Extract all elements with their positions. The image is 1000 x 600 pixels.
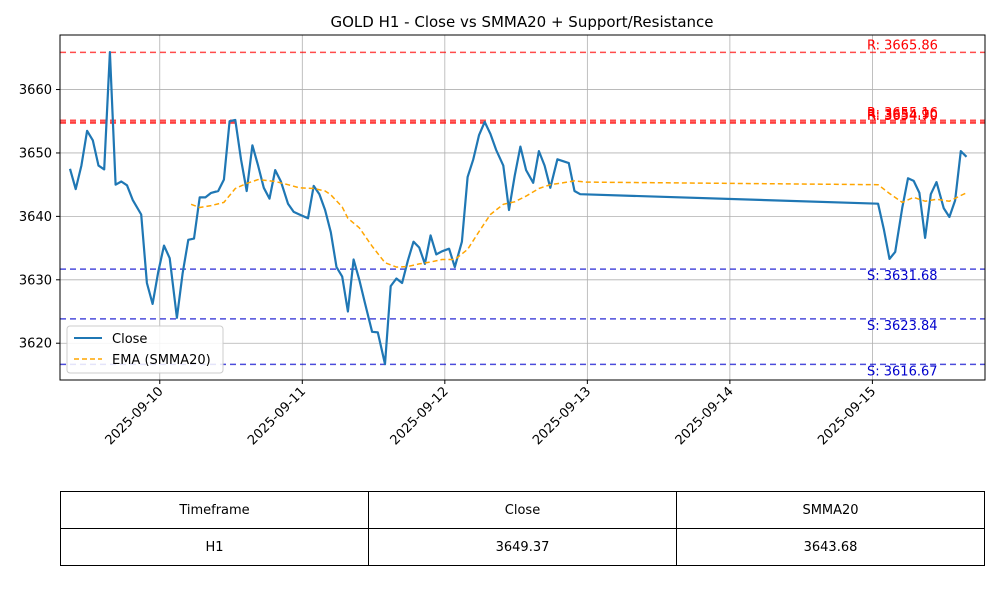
table-header-row: Timeframe Close SMMA20 xyxy=(60,491,985,529)
resistance-label: R: 3654.90 xyxy=(867,108,938,123)
table-header-cell: Close xyxy=(368,491,677,529)
support-label: S: 3623.84 xyxy=(867,319,938,334)
y-tick-label: 3660 xyxy=(19,83,52,98)
resistance-label: R: 3655.16 xyxy=(867,106,938,121)
table-row: H1 3649.37 3643.68 xyxy=(60,528,985,566)
x-tick-label: 2025-09-11 xyxy=(245,384,309,448)
y-axis: 3620 3630 3640 3650 3660 xyxy=(19,83,60,352)
support-label: S: 3616.67 xyxy=(867,364,938,379)
ema-series-line xyxy=(190,178,967,268)
y-tick-label: 3620 xyxy=(19,337,52,352)
legend-ema-label: EMA (SMMA20) xyxy=(112,353,211,368)
x-tick-label: 2025-09-15 xyxy=(815,384,879,448)
chart: GOLD H1 - Close vs SMMA20 + Support/Resi… xyxy=(19,13,986,448)
table-header-cell: SMMA20 xyxy=(676,491,985,529)
level-lines xyxy=(60,51,985,366)
support-label: S: 3631.68 xyxy=(867,269,938,284)
level-labels: R: 3665.86 R: 3655.16R: 3654.90R: 3654.70… xyxy=(867,38,938,379)
x-axis: 2025-09-10 2025-09-11 2025-09-12 2025-09-13… xyxy=(103,380,879,448)
table-cell: H1 xyxy=(60,528,369,566)
resistance-label: R: 3665.86 xyxy=(867,38,938,53)
table-cell: 3643.68 xyxy=(676,528,985,566)
x-tick-label: 2025-09-10 xyxy=(103,384,167,448)
x-tick-label: 2025-09-14 xyxy=(673,384,737,448)
y-tick-label: 3630 xyxy=(19,273,52,288)
x-tick-label: 2025-09-12 xyxy=(388,384,452,448)
plot-frame xyxy=(59,34,986,381)
close-series-line xyxy=(68,50,968,366)
y-tick-label: 3640 xyxy=(19,210,52,225)
y-tick-label: 3650 xyxy=(19,146,52,161)
chart-title: GOLD H1 - Close vs SMMA20 + Support/Resi… xyxy=(330,13,713,31)
legend-box xyxy=(66,325,224,374)
resistance-label: R: 3654.70 xyxy=(867,109,938,124)
series-lines xyxy=(68,50,968,366)
x-tick-label: 2025-09-13 xyxy=(530,384,594,448)
legend-close-label: Close xyxy=(112,332,147,347)
summary-table: Timeframe Close SMMA20 H1 3649.37 3643.6… xyxy=(60,491,985,566)
legend: Close EMA (SMMA20) xyxy=(66,325,224,374)
table-cell: 3649.37 xyxy=(368,528,677,566)
table-header-cell: Timeframe xyxy=(60,491,369,529)
